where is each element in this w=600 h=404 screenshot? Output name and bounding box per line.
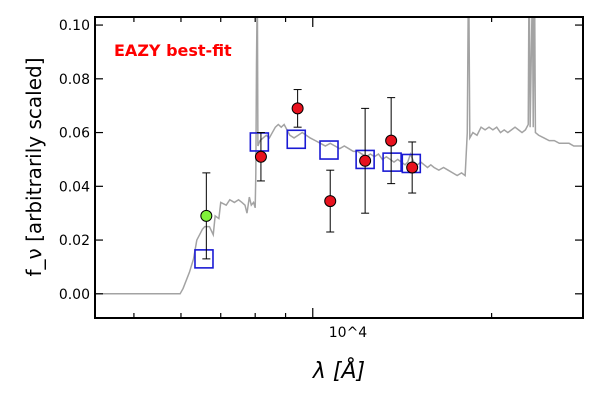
eazy-best-fit-annotation: EAZY best-fit xyxy=(114,41,232,60)
model-flux-box-4 xyxy=(319,140,339,160)
observed-flux-point-7 xyxy=(406,161,419,174)
y-tick-label-1: 0.02 xyxy=(59,233,90,249)
model-flux-box-3 xyxy=(286,129,307,150)
model-flux-box-1 xyxy=(194,249,214,269)
x-axis-label: λ [Å] xyxy=(312,357,365,384)
axis-ticks: 0.00 0.02 0.04 0.06 0.08 0.10 xyxy=(59,17,583,318)
x-tick-label-10000: 10^4 xyxy=(329,325,368,341)
y-tick-label-4: 0.08 xyxy=(59,72,90,88)
observed-flux-point-4 xyxy=(324,195,337,208)
observed-flux-point-3 xyxy=(291,102,304,115)
photometry-layer xyxy=(194,89,422,269)
observed-flux-point-2 xyxy=(254,150,267,163)
model-flux-box-6 xyxy=(382,152,402,172)
plot-frame xyxy=(94,16,584,319)
y-axis-label: f_ν [arbitrarily scaled] xyxy=(22,58,46,277)
observed-flux-point-6 xyxy=(385,134,398,147)
y-tick-label-5: 0.10 xyxy=(59,18,90,34)
y-tick-label-0: 0.00 xyxy=(59,287,90,303)
y-tick-label-3: 0.06 xyxy=(59,126,90,142)
observed-flux-point-1 xyxy=(200,209,213,222)
observed-flux-point-5 xyxy=(359,154,372,167)
y-tick-label-2: 0.04 xyxy=(59,179,90,195)
